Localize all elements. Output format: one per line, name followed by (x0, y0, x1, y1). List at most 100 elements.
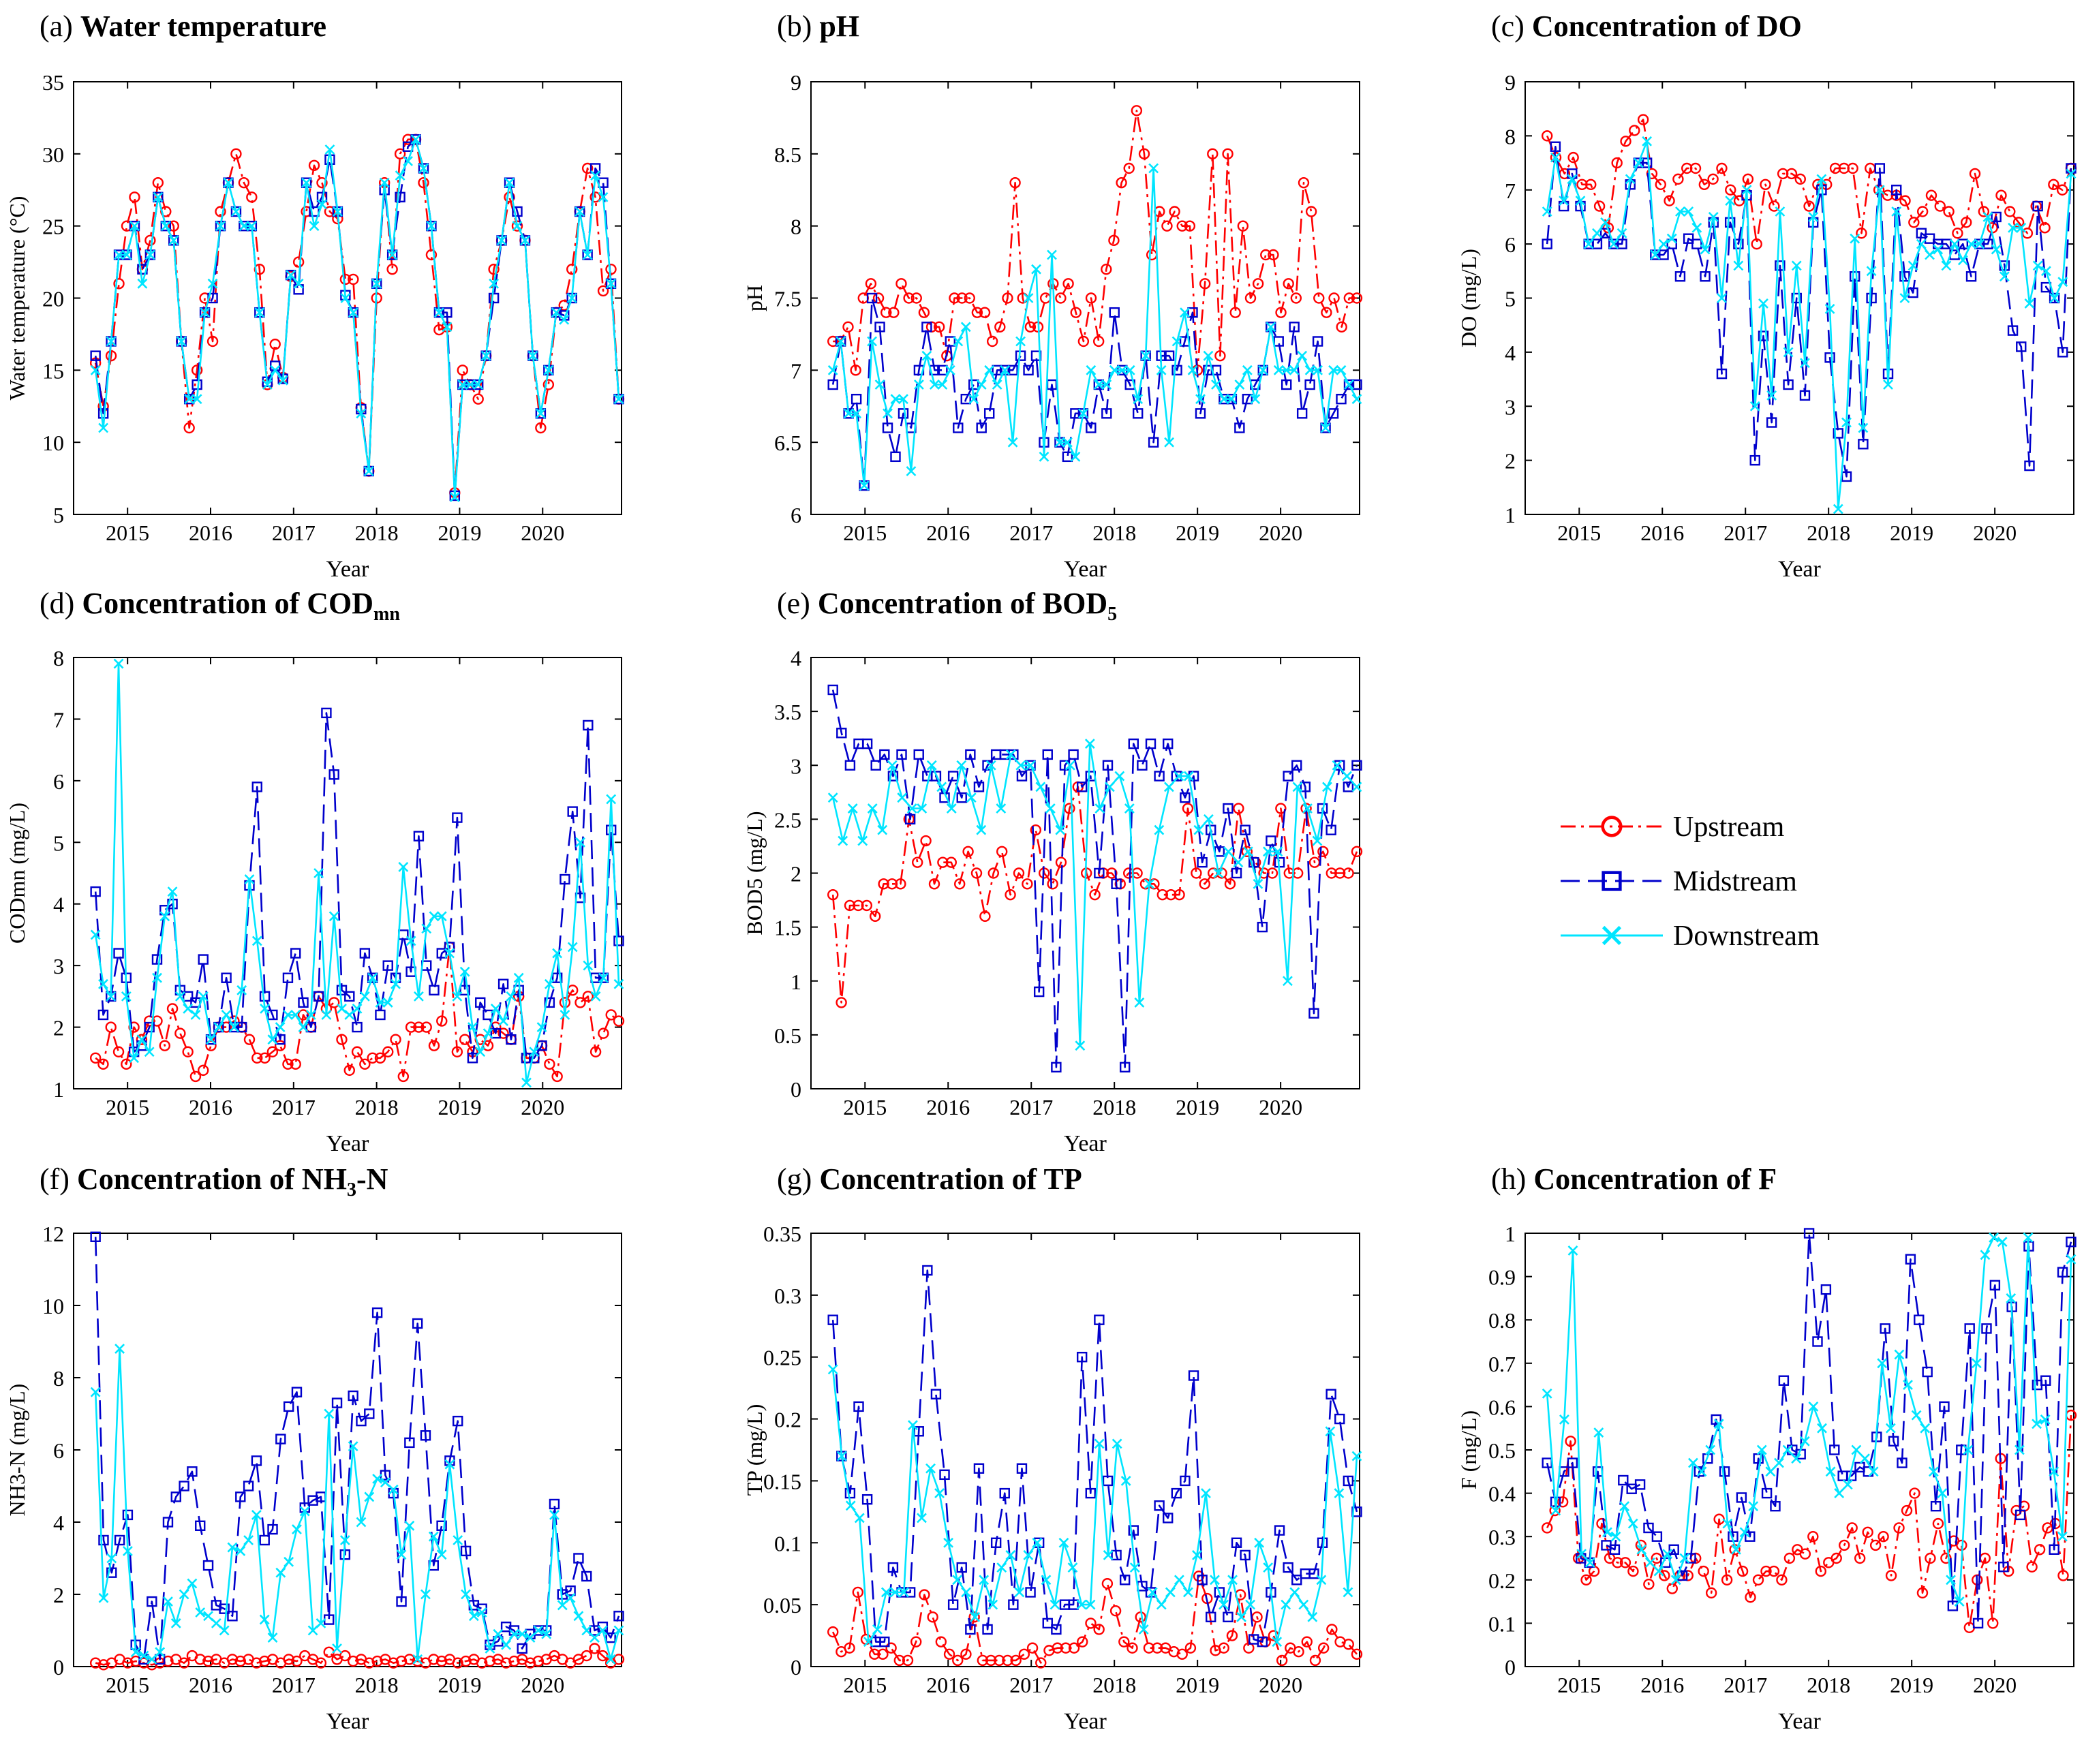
data-point (508, 1628, 519, 1639)
data-point (106, 1567, 117, 1578)
data-point (476, 1607, 487, 1618)
data-point (461, 1589, 471, 1600)
data-point (597, 1625, 608, 1636)
data-point (987, 867, 999, 879)
data-point (1187, 307, 1198, 318)
data-point (582, 991, 594, 1002)
data-point (198, 954, 209, 965)
data-point (2006, 1293, 2017, 1303)
data-point (1575, 196, 1586, 206)
y-tick-label: 12 (42, 1222, 64, 1246)
data-point (382, 960, 393, 971)
panel-label: (h) (1491, 1162, 1533, 1196)
data-point (1982, 212, 1993, 222)
data-point (1627, 1518, 1638, 1529)
data-point (1007, 365, 1018, 376)
y-tick-label: 0.6 (1488, 1395, 1516, 1419)
data-point (895, 878, 906, 890)
data-point (1084, 739, 1095, 749)
data-point (613, 978, 624, 989)
data-point (98, 978, 108, 989)
data-point (1129, 1562, 1140, 1573)
data-point (1971, 1358, 1982, 1369)
data-point (1154, 1500, 1165, 1511)
data-point (1070, 408, 1081, 419)
data-point (1816, 174, 1827, 185)
data-point (1643, 1522, 1654, 1534)
x-tick-label: 2018 (355, 521, 399, 545)
data-point (176, 336, 187, 347)
data-point (525, 1633, 536, 1643)
y-tick-label: 0.2 (774, 1408, 801, 1432)
data-point (827, 792, 838, 803)
data-point (1869, 1539, 1882, 1551)
data-point (870, 760, 881, 771)
data-point (1242, 365, 1253, 375)
data-point (1119, 1062, 1131, 1073)
data-point (497, 978, 509, 989)
data-point (277, 375, 288, 386)
data-point (313, 991, 324, 1002)
data-point (605, 824, 617, 835)
x-axis-label: Year (1778, 1709, 1821, 1734)
data-point (1102, 760, 1114, 771)
data-point (887, 771, 899, 782)
data-point (1642, 136, 1653, 146)
data-point (1268, 249, 1279, 261)
data-point (1856, 228, 1867, 239)
data-point (144, 234, 156, 247)
data-point (1116, 176, 1127, 189)
data-point (1309, 1654, 1321, 1667)
data-point (1051, 1624, 1062, 1635)
data-point (889, 1587, 900, 1598)
data-point (1343, 1639, 1354, 1650)
data-point (211, 1618, 221, 1628)
data-point (1883, 380, 1893, 390)
data-point (178, 1657, 190, 1669)
data-point (1698, 1565, 1709, 1577)
data-point (410, 134, 421, 145)
data-point (2066, 1237, 2077, 1248)
data-point (968, 379, 979, 390)
data-point (2049, 292, 2060, 304)
data-point (371, 278, 382, 289)
data-point (113, 948, 124, 959)
data-point (1257, 365, 1268, 375)
data-point (395, 170, 405, 181)
data-point (1351, 760, 1362, 771)
data-point (947, 771, 959, 782)
data-point (1240, 824, 1251, 835)
data-point (1281, 365, 1292, 375)
data-point (404, 1520, 415, 1531)
data-point (1124, 803, 1135, 814)
data-point (1254, 1537, 1265, 1548)
y-tick-label: 3 (1505, 394, 1516, 419)
data-point (928, 878, 940, 890)
x-tick-label: 2019 (438, 521, 481, 545)
x-tick-label: 2015 (106, 1673, 149, 1697)
data-point (930, 771, 942, 782)
data-point (1741, 185, 1752, 196)
data-point (202, 1655, 214, 1667)
data-point (2008, 222, 2018, 233)
data-point (1834, 1488, 1845, 1499)
data-point (1783, 379, 1794, 390)
data-point (1176, 1648, 1188, 1660)
data-point (425, 249, 438, 261)
data-point (380, 1477, 390, 1488)
data-point (429, 985, 440, 996)
data-point (90, 1387, 101, 1397)
data-point (1674, 271, 1686, 282)
data-point (286, 270, 296, 281)
data-point (965, 749, 976, 760)
series-line (1546, 140, 2072, 510)
data-point (1550, 1505, 1561, 1516)
data-point (921, 322, 932, 332)
data-point (1055, 292, 1067, 304)
data-point (1343, 1587, 1353, 1598)
data-point (1236, 1611, 1246, 1622)
data-point (129, 1053, 140, 1064)
data-point (489, 278, 500, 289)
data-point (1085, 1487, 1096, 1499)
